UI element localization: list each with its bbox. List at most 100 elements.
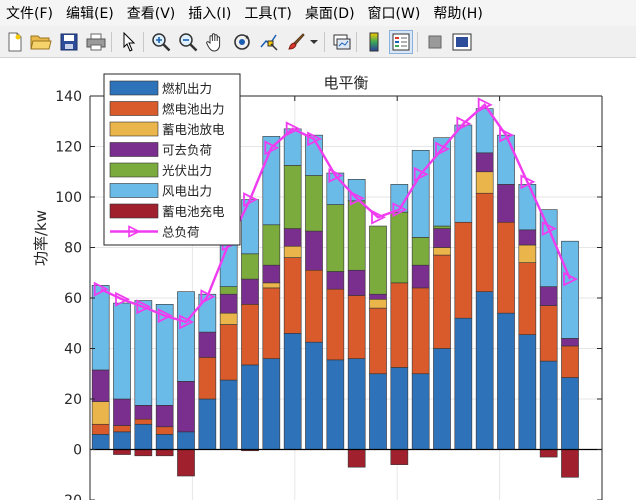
bar-segment: [369, 298, 387, 309]
bar-segment: [134, 449, 153, 457]
total-load-marker: [157, 308, 173, 324]
bar-segment: [113, 398, 131, 426]
bar-segment: [305, 175, 323, 232]
bar-segment: [155, 434, 174, 450]
legend-swatch: [109, 80, 159, 96]
bar-segment: [262, 264, 281, 284]
bar-segment: [454, 221, 473, 319]
bar-segment: [326, 271, 345, 290]
bar-segment: [433, 254, 451, 349]
menu-window[interactable]: 窗口(W): [367, 6, 421, 22]
y-tick-label: 120: [55, 140, 82, 156]
colorbar-icon[interactable]: [362, 30, 386, 54]
total-load-marker: [392, 202, 408, 218]
total-load-marker: [200, 289, 216, 305]
data-cursor-icon[interactable]: [257, 30, 281, 54]
legend-icon[interactable]: [389, 30, 413, 54]
total-load-marker: [285, 121, 301, 137]
show-plot-tools-icon[interactable]: [450, 30, 474, 54]
print-icon[interactable]: [84, 30, 108, 54]
menu-file[interactable]: 文件(F): [6, 6, 53, 22]
bar-segment: [561, 345, 579, 378]
bar-segment: [369, 307, 387, 375]
legend-swatch: [109, 121, 159, 137]
total-load-marker: [115, 291, 131, 307]
bars: [91, 108, 579, 478]
bar-segment: [539, 286, 558, 306]
bar-segment: [262, 287, 281, 359]
legend-swatch: [109, 142, 159, 157]
bar-segment: [539, 449, 558, 458]
total-load-series-line: [100, 103, 572, 324]
bar-segment: [433, 348, 451, 450]
pan-hand-icon[interactable]: [203, 30, 227, 54]
total-load-marker: [456, 116, 472, 132]
bar-segment: [390, 282, 409, 368]
bar-segment: [91, 369, 110, 402]
bar-segment: [454, 124, 473, 223]
bar-segment: [433, 247, 451, 256]
legend-label: 燃电池出力: [162, 102, 225, 117]
menu-view[interactable]: 查看(V): [126, 6, 176, 22]
total-load-line: [93, 97, 579, 330]
bar-segment: [369, 373, 387, 450]
hide-plot-tools-icon[interactable]: [423, 30, 447, 54]
toolbar-separator: [143, 32, 144, 52]
legend-swatch: [109, 101, 159, 116]
legend-label: 燃机出力: [162, 81, 212, 96]
bar-segment: [411, 149, 430, 238]
open-folder-icon[interactable]: [29, 30, 53, 54]
brush-dropdown-icon[interactable]: [308, 30, 320, 54]
bar-segment: [347, 358, 366, 450]
bar-segment: [475, 152, 494, 173]
figure-toolbar: [0, 26, 636, 58]
bar-segment: [561, 240, 579, 339]
pointer-icon[interactable]: [117, 30, 141, 54]
zoom-out-icon[interactable]: [176, 30, 200, 54]
bar-segment: [539, 209, 558, 287]
total-load-marker: [179, 314, 195, 330]
bar-segment: [347, 449, 366, 468]
bar-segment: [390, 367, 409, 450]
bar-segment: [134, 405, 153, 420]
menu-desktop[interactable]: 桌面(D): [304, 6, 355, 22]
bar-segment: [283, 333, 302, 450]
bar-segment: [241, 304, 259, 366]
y-tick-label: 40: [64, 342, 82, 358]
bar-segment: [497, 184, 515, 223]
total-load-marker: [307, 131, 323, 147]
bar-segment: [198, 398, 217, 450]
bar-segment: [283, 257, 302, 334]
toolbar-separator: [324, 32, 325, 52]
menu-tools[interactable]: 工具(T): [244, 6, 292, 22]
y-tick-label: -20: [59, 493, 82, 500]
bar-segment: [411, 373, 430, 450]
bar-segment: [561, 449, 579, 478]
menu-help[interactable]: 帮助(H): [433, 6, 483, 22]
bar-segment: [91, 401, 110, 425]
total-load-marker: [499, 127, 515, 143]
menu-edit[interactable]: 编辑(E): [65, 6, 114, 22]
rotate-3d-icon[interactable]: [230, 30, 254, 54]
bar-segment: [262, 358, 281, 450]
menu-insert[interactable]: 插入(I): [188, 6, 232, 22]
bar-segment: [91, 434, 110, 450]
bar-segment: [433, 137, 451, 227]
toolbar-separator: [417, 32, 418, 52]
bar-segment: [347, 269, 366, 296]
new-file-icon[interactable]: [3, 30, 27, 54]
bar-segment: [219, 379, 238, 450]
bar-segment: [305, 341, 323, 450]
chart-title: 电平衡: [323, 74, 368, 92]
y-tick-label: 80: [64, 241, 82, 257]
toolbar-separator: [356, 32, 357, 52]
brush-icon[interactable]: [284, 30, 308, 54]
zoom-in-icon[interactable]: [149, 30, 173, 54]
save-icon[interactable]: [57, 30, 81, 54]
link-plot-icon[interactable]: [330, 30, 354, 54]
bar-segment: [518, 262, 537, 335]
bar-segment: [454, 317, 473, 450]
bar-segment: [539, 360, 558, 450]
legend-swatch: [109, 162, 159, 178]
